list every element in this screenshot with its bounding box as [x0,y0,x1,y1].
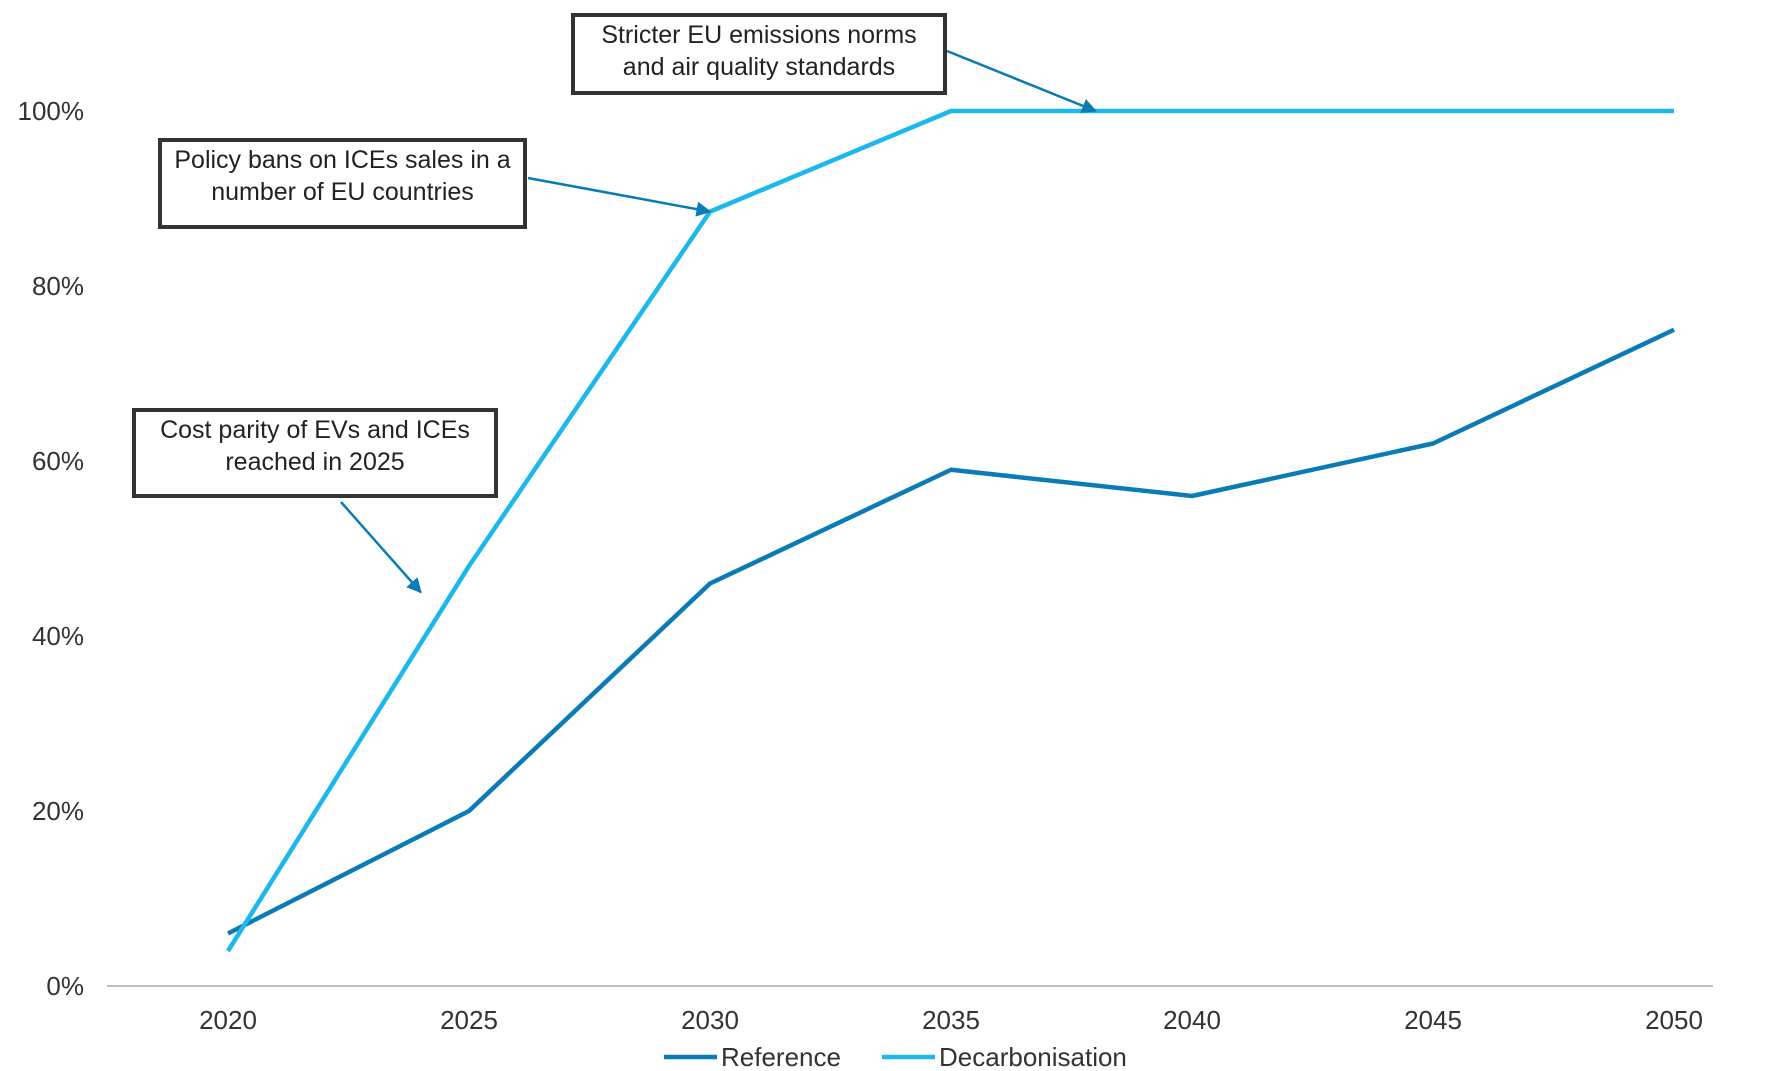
x-tick-label: 2020 [199,1005,257,1035]
annotation-arrows [340,49,1097,594]
y-tick-label: 60% [32,446,84,476]
series-line-decarbonisation [226,108,1674,953]
y-tick-label: 20% [32,796,84,826]
annotation-line: Stricter EU emissions norms [601,21,917,49]
y-tick-label: 80% [32,271,84,301]
annotation-stricter-norms: Stricter EU emissions norms and air qual… [571,13,947,95]
series-line-reference [226,327,1675,936]
x-axis: 2020 2025 2030 2035 2040 2045 2050 [199,1005,1703,1035]
x-tick-label: 2035 [922,1005,980,1035]
x-tick-label: 2030 [681,1005,739,1035]
annotation-line: number of EU countries [211,178,474,206]
y-tick-label: 0% [46,971,84,1001]
y-axis: 0% 20% 40% 60% 80% 100% [18,96,85,1001]
annotation-arrow [527,176,712,217]
annotation-line: reached in 2025 [225,448,405,476]
series-layer [226,108,1675,953]
x-tick-label: 2025 [440,1005,498,1035]
y-tick-label: 100% [18,96,85,126]
annotation-policy-bans: Policy bans on ICEs sales in a number of… [158,138,527,229]
legend-label: Decarbonisation [939,1042,1127,1071]
annotation-arrow [946,49,1097,113]
x-tick-label: 2045 [1404,1005,1462,1035]
annotation-line: Cost parity of EVs and ICEs [160,416,470,444]
annotation-arrow [340,501,422,594]
legend-label: Reference [721,1042,841,1071]
y-tick-label: 40% [32,621,84,651]
legend: Reference Decarbonisation [664,1042,1127,1071]
x-tick-label: 2050 [1645,1005,1703,1035]
annotation-line: Policy bans on ICEs sales in a [174,146,511,174]
annotation-line: and air quality standards [622,53,896,81]
x-tick-label: 2040 [1163,1005,1221,1035]
annotation-cost-parity: Cost parity of EVs and ICEs reached in 2… [132,408,498,498]
